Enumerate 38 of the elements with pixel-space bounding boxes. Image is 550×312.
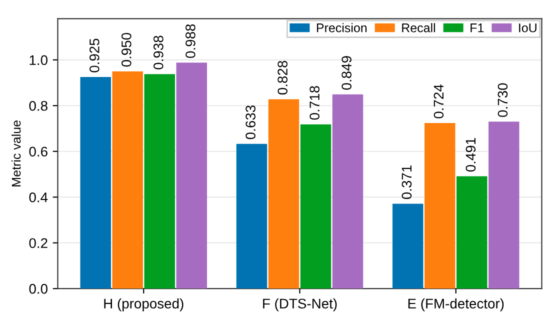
data-label: 0.849 <box>342 56 352 90</box>
bar <box>332 94 364 289</box>
x-tick-label: H (proposed) <box>104 298 184 312</box>
y-tick-label: 1.0 <box>30 55 48 66</box>
bar <box>80 77 111 289</box>
data-label: 0.950 <box>122 32 132 67</box>
data-label: 0.925 <box>90 38 100 72</box>
y-tick-label: 0.0 <box>29 284 48 294</box>
bar <box>300 124 332 289</box>
data-label: 0.828 <box>278 60 288 95</box>
y-tick-label: 0.6 <box>29 146 48 157</box>
bar <box>268 99 300 289</box>
legend-label: Recall <box>402 23 436 32</box>
data-label: 0.718 <box>310 86 320 120</box>
x-tick-label: E (FM-detector) <box>408 298 504 312</box>
bar <box>112 71 143 289</box>
data-label: 0.730 <box>498 83 508 117</box>
legend-label: IoU <box>519 24 536 32</box>
data-label: 0.724 <box>434 84 444 118</box>
bar <box>176 62 207 289</box>
y-tick-label: 0.8 <box>29 100 48 111</box>
bar <box>144 74 175 289</box>
data-label: 0.371 <box>402 166 412 200</box>
bar <box>488 122 520 289</box>
legend-label: Precision <box>316 23 367 32</box>
data-label: 0.491 <box>466 138 476 172</box>
data-label: 0.938 <box>154 36 164 70</box>
y-tick-label: 0.2 <box>29 238 48 248</box>
y-tick-label: 0.4 <box>29 192 48 202</box>
bar <box>424 123 456 289</box>
bar <box>236 144 268 289</box>
bar <box>392 204 424 289</box>
data-label: 0.633 <box>246 106 256 140</box>
data-label: 0.988 <box>186 24 196 58</box>
legend-label: F1 <box>470 24 484 32</box>
x-tick-label: F (DTS-Net) <box>263 298 337 312</box>
y-axis-title: Metric value <box>12 120 21 186</box>
bar <box>456 176 488 289</box>
